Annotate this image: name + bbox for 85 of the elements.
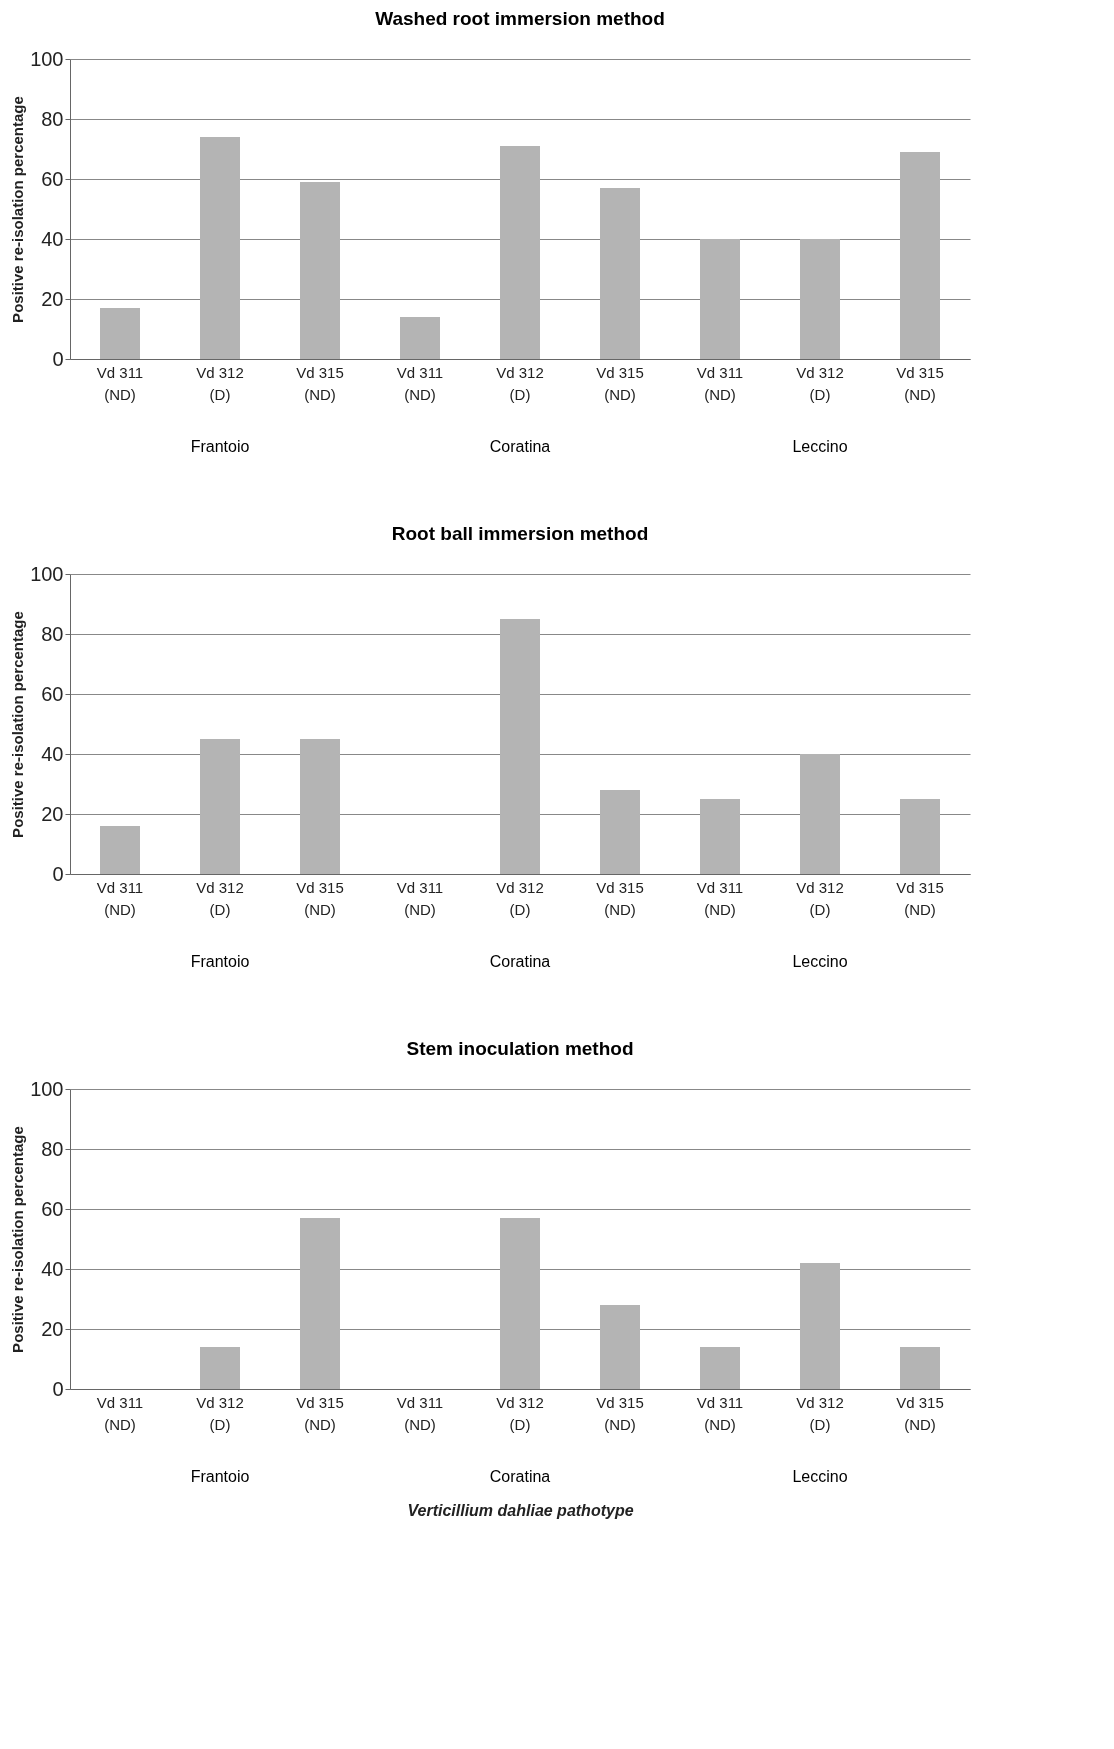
y-tick-label: 80 — [41, 107, 64, 130]
bar — [400, 317, 440, 359]
bar — [900, 1347, 940, 1389]
x-tick-label: Vd 312 (D) — [496, 363, 544, 403]
y-tick-label: 100 — [30, 562, 64, 585]
x-tick-label: Vd 315 (ND) — [296, 878, 344, 918]
bar — [500, 619, 540, 874]
y-tick-label: 80 — [41, 1137, 64, 1160]
x-tick-label: Vd 311 (ND) — [396, 1393, 444, 1433]
bar — [300, 1218, 340, 1389]
text: Frantoio — [190, 438, 250, 455]
x-tick-label: Vd 315 (ND) — [596, 1393, 644, 1433]
bar — [200, 1347, 240, 1389]
text: Leccino — [792, 1468, 848, 1485]
text: Coratina — [489, 953, 551, 970]
x-tick-label: Vd 315 (ND) — [896, 878, 944, 918]
x-tick-label: Vd 311 (ND) — [696, 1393, 744, 1433]
y-tick-label: 40 — [41, 227, 64, 250]
y-tick-label: 100 — [30, 47, 64, 70]
bar — [900, 152, 940, 359]
text: Leccino — [792, 953, 848, 970]
y-tick-label: 0 — [52, 347, 64, 370]
bar — [200, 739, 240, 874]
x-tick-label: Vd 312 (D) — [196, 1393, 244, 1433]
chart-title: Stem inoculation method — [406, 1038, 634, 1059]
x-tick-label: Vd 312 (D) — [196, 363, 244, 403]
x-tick-label: Vd 312 (D) — [496, 1393, 544, 1433]
x-tick-label: Vd 312 (D) — [496, 878, 544, 918]
chart-title: Washed root immersion method — [375, 8, 665, 29]
bar — [200, 137, 240, 359]
text: Frantoio — [190, 953, 250, 970]
y-tick-label: 40 — [41, 742, 64, 765]
bar — [300, 182, 340, 359]
text: Leccino — [792, 438, 848, 455]
bar — [300, 739, 340, 874]
bar — [600, 188, 640, 359]
x-tick-label: Vd 311 (ND) — [396, 363, 444, 403]
y-tick-label: 60 — [41, 167, 64, 190]
x-tick-label: Vd 315 (ND) — [296, 363, 344, 403]
text: Coratina — [489, 438, 551, 455]
x-tick-label: Vd 312 (D) — [796, 878, 844, 918]
bar — [800, 1263, 840, 1389]
bar — [600, 1305, 640, 1389]
x-tick-label: Vd 311 (ND) — [696, 878, 744, 918]
x-tick-label: Vd 312 (D) — [796, 1393, 844, 1433]
x-tick-label: Vd 311 (ND) — [96, 363, 144, 403]
y-tick-label: 60 — [41, 1197, 64, 1220]
x-tick-label: Vd 312 (D) — [196, 878, 244, 918]
y-tick-label: 20 — [41, 1317, 64, 1340]
bar — [700, 1347, 740, 1389]
y-tick-label: 40 — [41, 1257, 64, 1280]
y-tick-label: 20 — [41, 287, 64, 310]
y-tick-label: 0 — [52, 862, 64, 885]
bar — [500, 1218, 540, 1389]
y-tick-label: 0 — [52, 1377, 64, 1400]
x-tick-label: Vd 315 (ND) — [896, 1393, 944, 1433]
x-tick-label: Vd 311 (ND) — [696, 363, 744, 403]
chart-title: Root ball immersion method — [391, 523, 649, 544]
x-axis-title: Verticillium dahliae pathotype — [407, 1501, 634, 1519]
y-tick-label: 80 — [41, 622, 64, 645]
x-tick-label: Vd 315 (ND) — [296, 1393, 344, 1433]
text: Coratina — [489, 1468, 551, 1485]
bar — [800, 754, 840, 874]
bar — [100, 826, 140, 874]
bar — [700, 239, 740, 359]
y-axis-title: Positive re-isolation percentage — [9, 1126, 27, 1353]
x-tick-label: Vd 315 (ND) — [596, 878, 644, 918]
bar — [100, 308, 140, 359]
bar — [600, 790, 640, 874]
x-tick-label: Vd 311 (ND) — [96, 1393, 144, 1433]
y-axis-title: Positive re-isolation percentage — [9, 611, 27, 838]
x-tick-label: Vd 311 (ND) — [96, 878, 144, 918]
bar — [700, 799, 740, 874]
y-axis-title: Positive re-isolation percentage — [9, 96, 27, 323]
y-tick-label: 20 — [41, 802, 64, 825]
text: Frantoio — [190, 1468, 250, 1485]
y-tick-label: 60 — [41, 682, 64, 705]
x-tick-label: Vd 311 (ND) — [396, 878, 444, 918]
y-tick-label: 100 — [30, 1077, 64, 1100]
x-tick-label: Vd 315 (ND) — [596, 363, 644, 403]
x-tick-label: Vd 315 (ND) — [896, 363, 944, 403]
x-tick-label: Vd 312 (D) — [796, 363, 844, 403]
bar — [500, 146, 540, 359]
bar — [800, 239, 840, 359]
bar — [900, 799, 940, 874]
